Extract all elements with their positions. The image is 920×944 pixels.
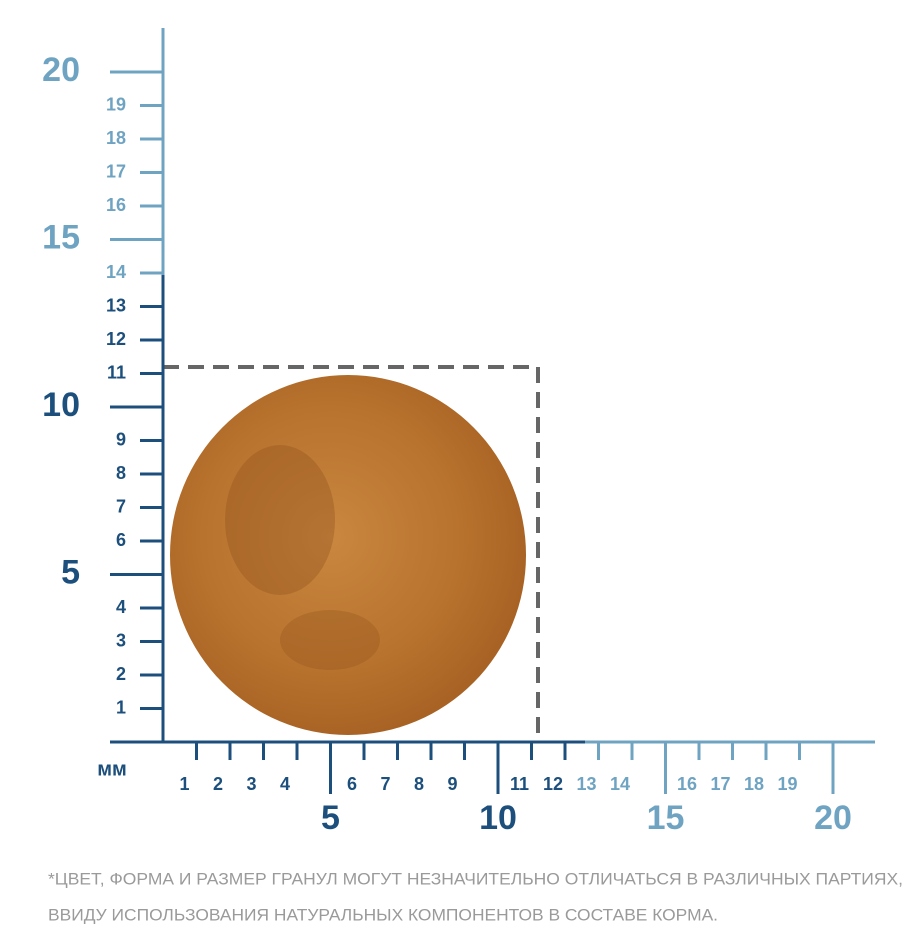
y-tick-label: 4 bbox=[116, 597, 126, 617]
x-tick-label: 17 bbox=[710, 774, 730, 794]
y-tick-label: 17 bbox=[106, 161, 126, 181]
y-tick-label: 11 bbox=[107, 362, 126, 382]
kibble-spot bbox=[280, 610, 380, 670]
y-tick-label: 13 bbox=[106, 295, 126, 315]
x-tick-label: 12 bbox=[543, 774, 563, 794]
y-tick-label: 2 bbox=[116, 664, 126, 684]
y-major-label: 20 bbox=[42, 51, 80, 89]
x-major-label: 10 bbox=[479, 799, 517, 837]
y-tick-label: 1 bbox=[116, 697, 126, 717]
y-major-label: 10 bbox=[42, 386, 80, 424]
y-tick-label: 8 bbox=[116, 463, 126, 483]
x-tick-label: 11 bbox=[510, 774, 529, 794]
y-tick-label: 9 bbox=[116, 429, 126, 449]
x-tick-label: 19 bbox=[777, 774, 797, 794]
x-tick-label: 6 bbox=[347, 774, 357, 794]
x-tick-label: 1 bbox=[179, 774, 189, 794]
x-tick-label: 8 bbox=[414, 774, 424, 794]
unit-label: мм bbox=[97, 758, 127, 780]
x-tick-label: 16 bbox=[677, 774, 697, 794]
y-tick-label: 18 bbox=[106, 128, 126, 148]
footnote: *ЦВЕТ, ФОРМА И РАЗМЕР ГРАНУЛ МОГУТ НЕЗНА… bbox=[48, 869, 903, 888]
x-major-label: 5 bbox=[321, 799, 340, 837]
x-tick-label: 18 bbox=[744, 774, 764, 794]
y-tick-label: 12 bbox=[106, 329, 126, 349]
x-major-label: 15 bbox=[647, 799, 685, 837]
x-tick-label: 13 bbox=[576, 774, 596, 794]
x-tick-label: 14 bbox=[610, 774, 630, 794]
kibble-spot bbox=[225, 445, 335, 595]
y-tick-label: 7 bbox=[116, 496, 126, 516]
y-tick-label: 16 bbox=[106, 195, 126, 215]
y-tick-label: 14 bbox=[106, 262, 126, 282]
y-major-label: 15 bbox=[42, 218, 80, 256]
x-major-label: 20 bbox=[814, 799, 852, 837]
y-major-label: 5 bbox=[61, 553, 80, 591]
x-tick-label: 7 bbox=[380, 774, 390, 794]
y-tick-label: 19 bbox=[106, 94, 126, 114]
x-tick-label: 2 bbox=[213, 774, 223, 794]
x-tick-label: 4 bbox=[280, 774, 290, 794]
y-tick-label: 3 bbox=[116, 630, 126, 650]
size-frame bbox=[163, 365, 540, 742]
x-tick-label: 3 bbox=[246, 774, 256, 794]
kibble bbox=[170, 375, 526, 735]
x-tick-label: 9 bbox=[447, 774, 457, 794]
footnote: ВВИДУ ИСПОЛЬЗОВАНИЯ НАТУРАЛЬНЫХ КОМПОНЕН… bbox=[48, 905, 718, 924]
y-tick-label: 6 bbox=[116, 530, 126, 550]
